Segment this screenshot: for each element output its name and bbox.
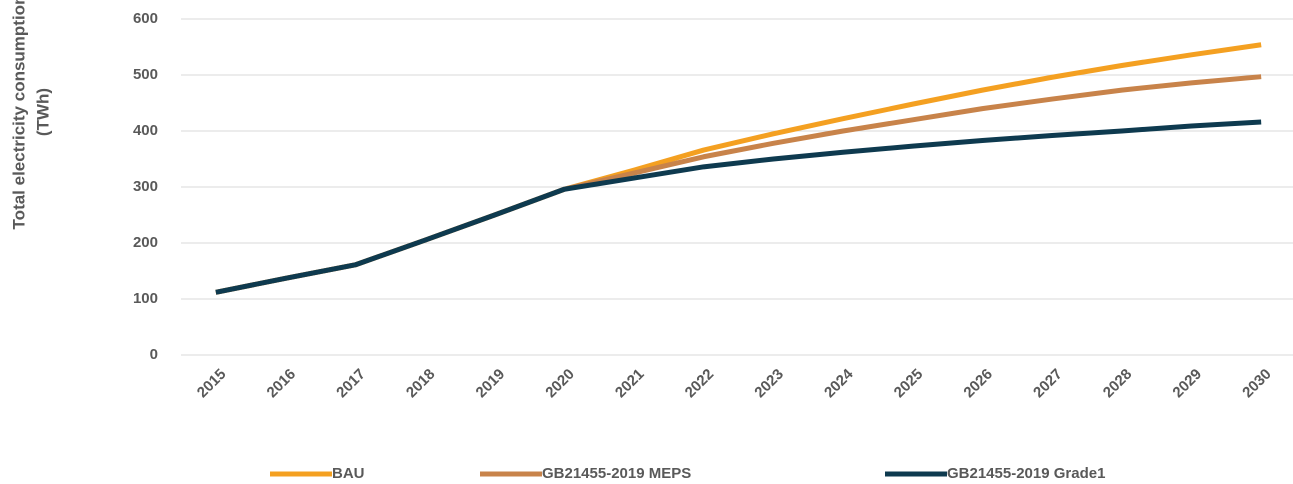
legend-label: GB21455-2019 Grade1	[947, 465, 1105, 482]
legend-label: GB21455-2019 MEPS	[542, 465, 691, 482]
x-tick-label: 2024	[821, 365, 857, 401]
x-tick-label: 2017	[333, 366, 369, 402]
y-tick-label: 400	[133, 122, 158, 139]
y-tick-label: 600	[133, 10, 158, 27]
x-tick-label: 2019	[473, 366, 509, 402]
x-tick-label: 2018	[403, 366, 439, 402]
y-tick-label: 0	[150, 346, 158, 363]
y-tick-label: 200	[133, 234, 158, 251]
series-line	[215, 119, 1262, 295]
x-tick-label: 2029	[1169, 366, 1205, 402]
x-tick-label: 2020	[542, 366, 578, 402]
x-tick-label: 2025	[891, 366, 927, 402]
series-line	[215, 42, 1262, 295]
x-tick-label: 2016	[264, 366, 300, 402]
x-tick-label: 2015	[194, 366, 230, 402]
y-tick-label: 100	[133, 290, 158, 307]
y-axis-title: Total electricity consumption	[9, 0, 28, 229]
x-tick-label: 2026	[960, 366, 996, 402]
x-tick-label: 2030	[1239, 366, 1275, 402]
x-tick-label: 2027	[1030, 366, 1066, 402]
y-tick-label: 500	[133, 66, 158, 83]
x-tick-label: 2022	[682, 366, 718, 402]
x-tick-label: 2023	[751, 366, 787, 402]
x-tick-label: 2028	[1100, 366, 1136, 402]
y-axis-title: (TWh)	[33, 88, 52, 136]
legend-label: BAU	[332, 465, 365, 482]
x-tick-label: 2021	[612, 366, 648, 402]
y-tick-label: 300	[133, 178, 158, 195]
